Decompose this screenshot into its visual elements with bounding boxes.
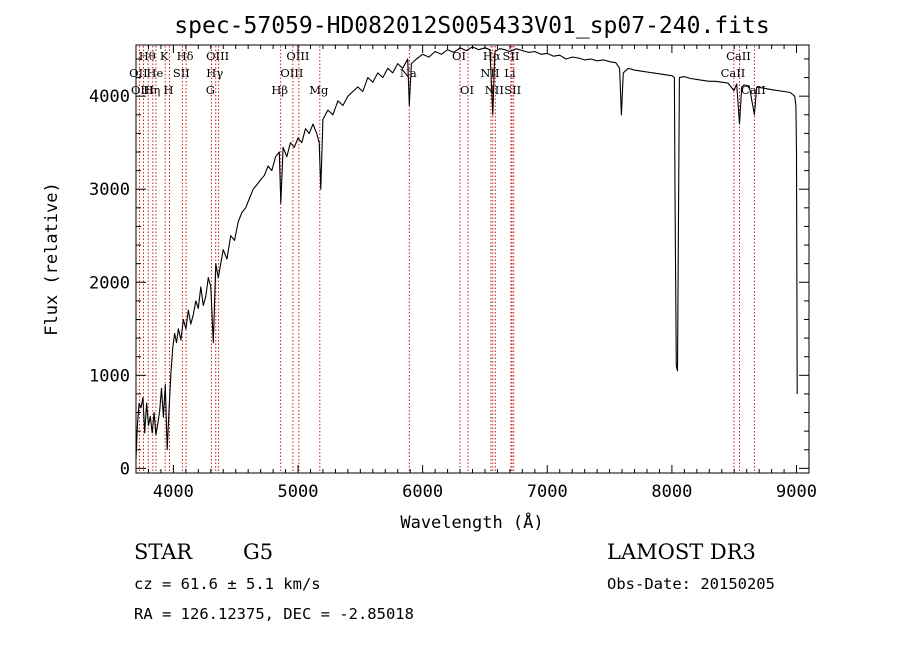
x-tick-label-0: 4000 [153, 482, 194, 502]
redshift-cz: cz = 61.6 ± 5.1 km/s [134, 575, 321, 593]
line-marker-label-20: SII [503, 49, 520, 63]
line-marker-label-15: Mg [309, 83, 329, 97]
line-marker-label-0: Hθ [139, 49, 156, 63]
line-marker-label-21: NII [480, 66, 499, 80]
chart-title: spec-57059-HD082012S005433V01_sp07-240.f… [174, 13, 769, 39]
line-marker-labels: Hθ OII OIII K He Hη Hδ SII H OIII Hγ G OIII OIII Hβ Mg N… [129, 49, 766, 97]
y-tick-label-1: 1000 [89, 366, 130, 386]
x-axis-label: Wavelength (Å) [400, 511, 543, 533]
line-marker-label-18: OI [460, 83, 474, 97]
series [135, 46, 798, 460]
spectrum-line-0 [135, 46, 798, 460]
line-marker-label-17: OI [452, 49, 466, 63]
y-axis: 0 1000 2000 3000 4000 [89, 58, 809, 479]
line-marker-label-11: G [206, 83, 215, 97]
line-marker-label-14: Hβ [271, 83, 288, 97]
obs-date: Obs-Date: 20150205 [607, 575, 775, 593]
y-axis-label: Flux (relative) [42, 182, 62, 336]
line-marker-label-9: OIII [206, 49, 229, 63]
object-class: STAR [134, 540, 193, 564]
line-marker-label-6: Hδ [177, 49, 194, 63]
x-axis: 4000 5000 6000 7000 8000 9000 [135, 45, 817, 502]
line-marker-label-5: Hη [143, 83, 160, 97]
line-marker-label-3: K [160, 49, 169, 63]
line-marker-label-24: SII [504, 83, 521, 97]
line-marker-label-13: OIII [280, 66, 303, 80]
line-marker-label-19: Hα [483, 49, 501, 63]
x-tick-label-5: 9000 [776, 482, 817, 502]
plot-frame [135, 44, 810, 474]
y-tick-label-2: 2000 [89, 273, 130, 293]
line-marker-label-8: H [164, 83, 174, 97]
y-tick-label-0: 0 [120, 459, 130, 479]
line-marker-label-27: CaII [741, 83, 766, 97]
line-marker-label-22: Li [504, 66, 516, 80]
x-tick-label-4: 8000 [651, 482, 692, 502]
survey-name: LAMOST DR3 [607, 540, 756, 564]
line-marker-label-7: SII [173, 66, 190, 80]
line-marker-label-12: OIII [286, 49, 309, 63]
line-marker-label-2: OIII [131, 83, 154, 97]
line-markers [138, 46, 755, 473]
line-marker-label-26: CaII [721, 66, 746, 80]
x-tick-label-3: 7000 [527, 482, 568, 502]
object-subclass: G5 [243, 540, 273, 564]
line-marker-label-10: Hγ [206, 66, 223, 80]
line-marker-label-4: He [147, 66, 164, 80]
x-tick-label-2: 6000 [402, 482, 443, 502]
line-marker-label-25: CaII [726, 49, 751, 63]
y-tick-label-3: 3000 [89, 180, 130, 200]
x-tick-label-1: 5000 [278, 482, 319, 502]
line-marker-label-1: OII [129, 66, 148, 80]
coordinates: RA = 126.12375, DEC = -2.85018 [134, 605, 414, 623]
line-marker-label-23: NII [485, 83, 504, 97]
y-tick-label-4: 4000 [89, 87, 130, 107]
